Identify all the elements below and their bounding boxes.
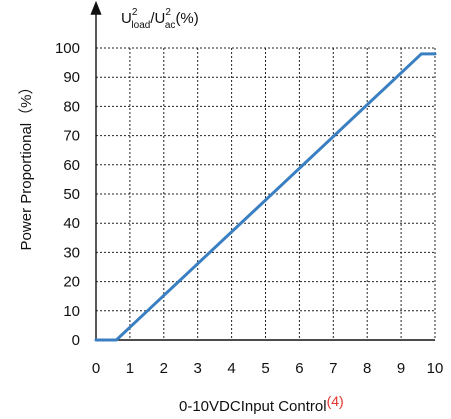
x-tick-label: 7 <box>329 360 337 377</box>
axes <box>90 0 435 341</box>
series-lines <box>94 52 437 342</box>
y-tick-label: 10 <box>63 303 80 320</box>
y-tick-label: 90 <box>63 69 80 86</box>
x-tick-label: 6 <box>295 360 303 377</box>
y-tick-label: 20 <box>63 274 80 291</box>
x-tick-label: 2 <box>160 360 168 377</box>
y-tick-label: 80 <box>63 98 80 115</box>
x-axis-title: 0-10VDCInput Control(4) <box>179 393 344 415</box>
grid-lines <box>96 47 436 340</box>
x-tick-label: 5 <box>261 360 269 377</box>
x-axis-title-main: 0-10VDCInput Control <box>179 398 327 415</box>
x-tick-label: 1 <box>126 360 134 377</box>
y-tick-label: 60 <box>63 157 80 174</box>
x-tick-label: 4 <box>227 360 235 377</box>
x-tick-label: 3 <box>194 360 202 377</box>
series-line <box>94 52 437 342</box>
x-tick-label: 8 <box>363 360 371 377</box>
side-label: Power Proportional（%） <box>18 80 35 251</box>
y-tick-label: 40 <box>63 215 80 232</box>
y-axis-title: U2 load/U2 ac(%) <box>121 7 199 31</box>
x-tick-labels: 0 1 2 3 4 5 6 7 8 9 10 <box>92 360 444 377</box>
y-tick-labels: 0 10 20 30 40 50 60 70 80 90 100 <box>55 40 80 349</box>
y-tick-label: 100 <box>55 40 80 57</box>
y-tick-label: 50 <box>63 186 80 203</box>
x-axis-title-note: (4) <box>327 393 344 409</box>
x-tick-label: 0 <box>92 360 100 377</box>
y-tick-label: 70 <box>63 128 80 145</box>
x-tick-label: 10 <box>427 360 444 377</box>
x-tick-label: 9 <box>397 360 405 377</box>
y-tick-label: 0 <box>72 332 80 349</box>
y-tick-label: 30 <box>63 244 80 261</box>
